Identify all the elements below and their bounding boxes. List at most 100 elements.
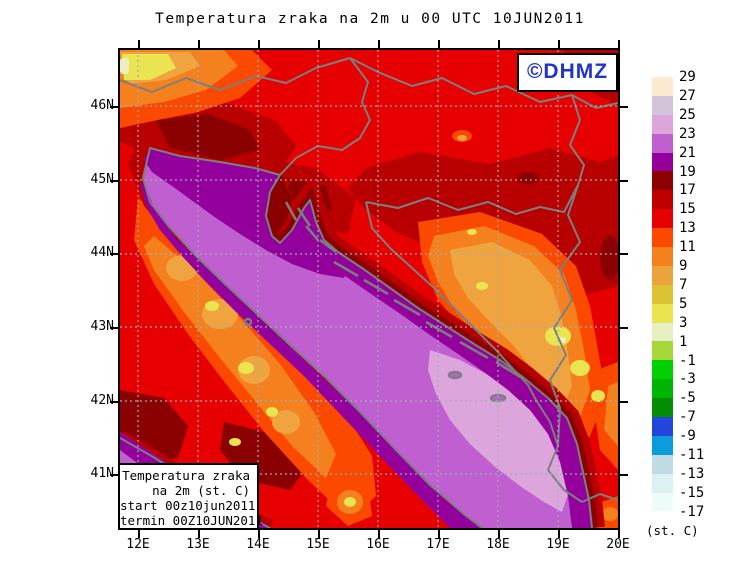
lon-tick-bottom	[618, 530, 620, 538]
lon-tick-bottom	[138, 530, 140, 538]
legend-level-label: -7	[679, 409, 696, 426]
legend-swatch	[652, 114, 673, 134]
legend-swatch	[652, 133, 673, 153]
legend-swatches	[652, 77, 673, 512]
dhmz-logo-box: ©DHMZ	[517, 53, 618, 92]
legend-level-label: 5	[679, 295, 688, 312]
legend-swatch	[652, 473, 673, 493]
lat-axis-label: 46N	[90, 98, 114, 113]
run-info-line: na 2m (st. C)	[152, 483, 250, 498]
legend-level-label: 27	[679, 87, 696, 104]
legend-level-label: 7	[679, 276, 688, 293]
legend-level-label: 3	[679, 314, 688, 331]
legend-unit-label: (st. C)	[646, 523, 699, 538]
legend-level-label: 19	[679, 163, 696, 180]
legend-level-label: 21	[679, 144, 696, 161]
lon-tick-top	[138, 40, 140, 48]
legend-level-label: -15	[679, 484, 705, 501]
legend-swatch	[652, 435, 673, 455]
lat-axis-label: 43N	[90, 319, 114, 334]
legend-swatch	[652, 379, 673, 399]
lat-tick-left	[110, 401, 118, 403]
legend-swatch	[652, 171, 673, 191]
lat-tick-left	[110, 106, 118, 108]
map-frame	[118, 48, 620, 530]
lon-tick-bottom	[558, 530, 560, 538]
run-info-line: start 00z10jun2011	[120, 498, 256, 513]
legend-swatch	[652, 247, 673, 266]
lat-tick-right	[620, 106, 628, 108]
lon-tick-top	[438, 40, 440, 48]
legend-swatch	[652, 398, 673, 418]
lat-tick-right	[620, 180, 628, 182]
legend-swatch	[652, 190, 673, 210]
lat-axis-label: 41N	[90, 466, 114, 481]
lon-tick-bottom	[438, 530, 440, 538]
lon-axis-label: 19E	[546, 537, 570, 552]
legend-level-label: 23	[679, 125, 696, 142]
lon-axis-label: 20E	[606, 537, 630, 552]
legend-swatch	[652, 152, 673, 172]
legend-level-label: 13	[679, 220, 696, 237]
lon-tick-top	[378, 40, 380, 48]
temperature-map-canvas	[120, 50, 618, 528]
lon-tick-bottom	[258, 530, 260, 538]
lat-axis-label: 44N	[90, 245, 114, 260]
legend-level-label: -5	[679, 390, 696, 407]
lat-axis-label: 45N	[90, 172, 114, 187]
legend-swatch	[652, 95, 673, 115]
run-info-line: Temperatura zraka	[122, 468, 250, 483]
islands	[243, 201, 523, 403]
lat-tick-right	[620, 253, 628, 255]
legend-level-label: -13	[679, 465, 705, 482]
grid-lines	[120, 50, 618, 528]
lon-axis-label: 12E	[126, 537, 150, 552]
legend-level-label: -3	[679, 371, 696, 388]
lon-axis-label: 14E	[246, 537, 270, 552]
lon-tick-bottom	[318, 530, 320, 538]
legend-swatch	[652, 265, 673, 285]
lon-tick-top	[258, 40, 260, 48]
legend-level-label: -1	[679, 352, 696, 369]
country-borders	[120, 57, 618, 528]
lat-tick-right	[620, 327, 628, 329]
lon-axis-label: 16E	[366, 537, 390, 552]
lat-tick-left	[110, 327, 118, 329]
legend-swatch	[652, 341, 673, 361]
lon-tick-top	[198, 40, 200, 48]
legend-level-label: 11	[679, 239, 696, 256]
legend-swatch	[652, 492, 673, 512]
lon-tick-top	[318, 40, 320, 48]
yellow-regions	[122, 54, 605, 507]
legend-level-label: -11	[679, 447, 705, 463]
lon-tick-top	[558, 40, 560, 48]
legend-swatch	[652, 454, 673, 474]
legend-level-label: 15	[679, 201, 696, 218]
map-title: Temperatura zraka na 2m u 00 UTC 10JUN20…	[155, 11, 585, 27]
legend-swatch	[652, 322, 673, 342]
lon-tick-top	[498, 40, 500, 48]
legend-level-label: 9	[679, 258, 688, 274]
legend-level-label: 17	[679, 182, 696, 199]
legend-swatch	[652, 360, 673, 380]
lon-axis-label: 13E	[186, 537, 210, 552]
legend-swatch	[652, 228, 673, 248]
lon-tick-bottom	[498, 530, 500, 538]
legend-swatch	[652, 209, 673, 229]
lat-tick-right	[620, 401, 628, 403]
legend-level-label: 1	[679, 333, 688, 350]
legend-level-label: -17	[679, 503, 705, 520]
lat-tick-left	[110, 474, 118, 476]
run-info-box: Temperatura zraka na 2m (st. C) start 00z1…	[118, 463, 263, 530]
lon-tick-bottom	[378, 530, 380, 538]
lat-tick-left	[110, 180, 118, 182]
lat-axis-label: 42N	[90, 393, 114, 408]
legend-level-label: 29	[679, 69, 696, 85]
lon-axis-label: 18E	[486, 537, 510, 552]
lon-tick-top	[618, 40, 620, 48]
lon-axis-label: 17E	[426, 537, 450, 552]
lon-axis-label: 15E	[306, 537, 330, 552]
legend-level-label: -9	[679, 428, 696, 445]
lat-tick-right	[620, 474, 628, 476]
